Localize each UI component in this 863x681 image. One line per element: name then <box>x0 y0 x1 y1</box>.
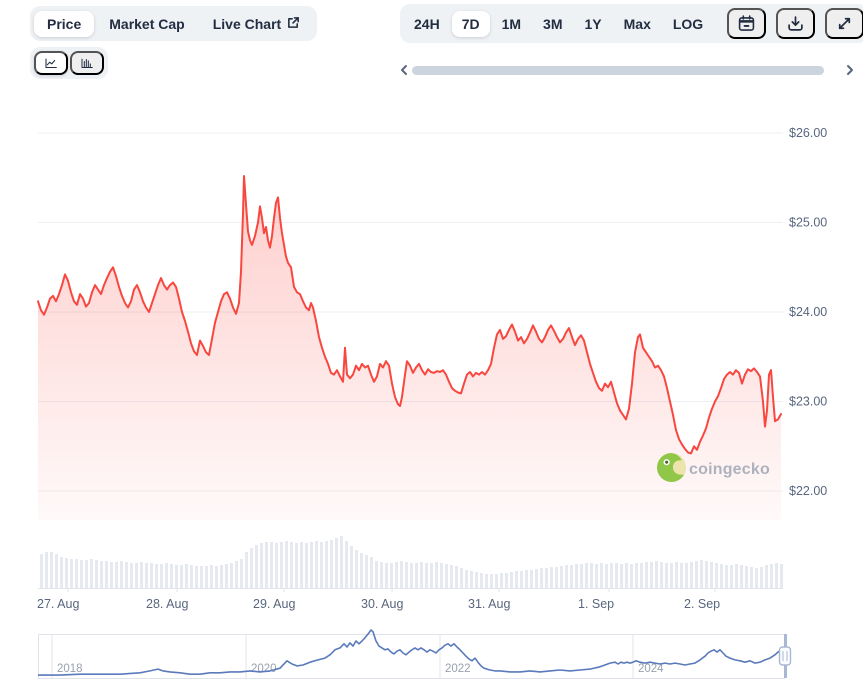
expand-icon[interactable] <box>825 8 863 39</box>
x-axis-labels: 27. Aug 28. Aug 29. Aug 30. Aug 31. Aug 1. Se… <box>37 597 720 611</box>
price-area-fill <box>38 176 781 520</box>
svg-text:31. Aug: 31. Aug <box>468 597 510 611</box>
svg-text:$23.00: $23.00 <box>789 395 827 409</box>
tab-price[interactable]: Price <box>34 10 95 37</box>
svg-text:29. Aug: 29. Aug <box>253 597 295 611</box>
tab-live-chart[interactable]: Live Chart <box>200 10 313 37</box>
external-link-icon <box>287 16 300 31</box>
range-max[interactable]: Max <box>614 11 661 37</box>
tab-market-cap[interactable]: Market Cap <box>96 11 197 37</box>
navigator-year-labels: 2018 2020 2022 2024 <box>57 663 664 675</box>
price-chart-svg: $26.00 $25.00 $24.00 $23.00 $22.00 27. Aug 28.… <box>37 126 827 611</box>
svg-text:$25.00: $25.00 <box>789 216 827 230</box>
series-style-toggle <box>30 47 108 79</box>
svg-text:2020: 2020 <box>251 663 277 675</box>
toggle-log-scale[interactable]: LOG <box>663 11 713 37</box>
svg-text:2022: 2022 <box>445 663 471 675</box>
chart-h-scrollbar <box>398 62 856 78</box>
chart-type-tabs: Price Market Cap Live Chart <box>30 6 318 41</box>
svg-text:$22.00: $22.00 <box>789 484 827 498</box>
range-1m[interactable]: 1M <box>492 11 531 37</box>
svg-text:30. Aug: 30. Aug <box>361 597 403 611</box>
volume-bars <box>40 536 783 588</box>
range-1y[interactable]: 1Y <box>575 11 612 37</box>
scroll-right-icon[interactable] <box>844 63 856 77</box>
svg-text:28. Aug: 28. Aug <box>146 597 188 611</box>
coingecko-watermark-text: coingecko <box>689 461 770 478</box>
navigator-range-handle[interactable] <box>778 634 792 678</box>
svg-text:27. Aug: 27. Aug <box>37 597 79 611</box>
coingecko-logo-icon <box>656 452 687 488</box>
line-chart-icon[interactable] <box>34 51 68 75</box>
scrollbar-thumb[interactable] <box>412 66 824 75</box>
navigator-line-series <box>38 629 784 676</box>
range-7d[interactable]: 7D <box>451 10 490 37</box>
tab-live-chart-label: Live Chart <box>212 15 282 32</box>
tab-price-label: Price <box>47 15 82 32</box>
svg-text:1. Sep: 1. Sep <box>578 597 614 611</box>
scroll-left-icon[interactable] <box>398 63 410 77</box>
calendar-icon[interactable] <box>727 8 767 39</box>
navigator-chart-svg: 2018 2020 2022 2024 <box>38 629 792 679</box>
svg-text:$24.00: $24.00 <box>789 305 827 319</box>
coingecko-watermark: coingecko <box>656 452 770 488</box>
svg-text:$26.00: $26.00 <box>789 126 827 140</box>
bar-chart-icon[interactable] <box>70 51 104 75</box>
y-axis-labels: $26.00 $25.00 $24.00 $23.00 $22.00 <box>789 126 827 498</box>
svg-text:2024: 2024 <box>638 663 664 675</box>
download-icon[interactable] <box>776 8 816 39</box>
range-toolbar: 24H 7D 1M 3M 1Y Max LOG <box>400 4 863 43</box>
svg-text:2018: 2018 <box>57 663 83 675</box>
range-24h[interactable]: 24H <box>404 11 450 37</box>
range-3m[interactable]: 3M <box>533 11 572 37</box>
tab-market-cap-label: Market Cap <box>109 15 185 32</box>
svg-text:2. Sep: 2. Sep <box>684 597 720 611</box>
price-line-series <box>37 175 782 455</box>
